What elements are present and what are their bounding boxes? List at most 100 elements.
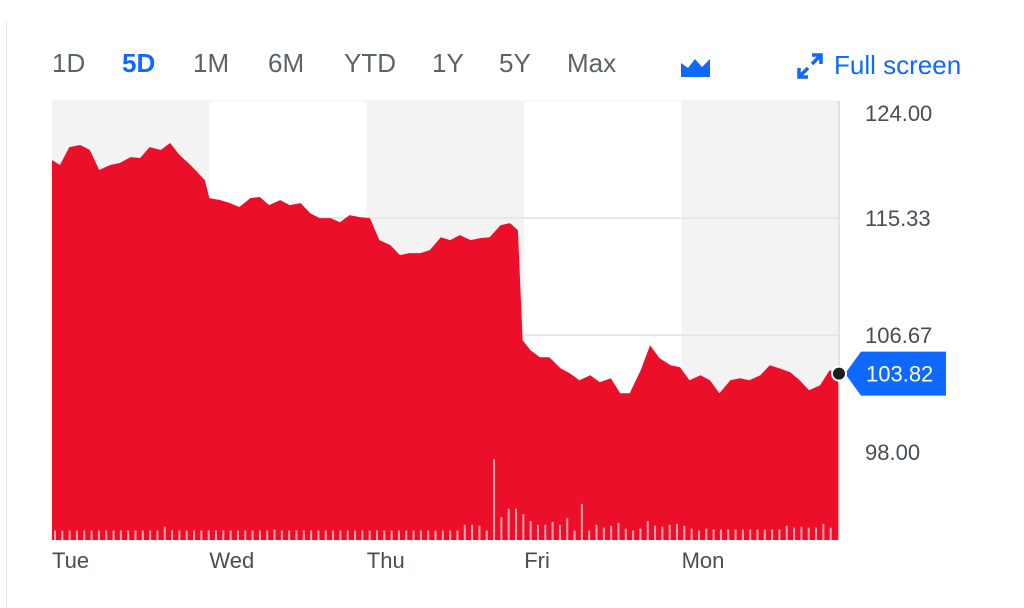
volume-bar [427, 530, 430, 540]
x-tick-label: Tue [52, 548, 89, 573]
volume-bar [734, 529, 737, 540]
volume-bar [83, 530, 86, 540]
volume-bar [800, 526, 803, 540]
area-chart-icon[interactable] [680, 55, 712, 79]
range-1m[interactable]: 1M [193, 48, 230, 78]
volume-bar [383, 530, 386, 540]
volume-bar [251, 530, 254, 540]
fullscreen-button[interactable]: Full screen [796, 50, 961, 81]
volume-bar [705, 528, 708, 540]
volume-bar [551, 521, 554, 540]
volume-bar [134, 530, 137, 540]
volume-bar [207, 530, 210, 540]
range-1y[interactable]: 1Y [432, 48, 464, 78]
volume-bar [478, 525, 481, 540]
volume-bar [61, 530, 64, 540]
volume-bar [368, 530, 371, 540]
volume-bar [171, 530, 174, 540]
expand-arrows-icon [797, 52, 823, 79]
volume-bar [222, 530, 225, 540]
y-tick-label: 106.67 [865, 323, 932, 348]
range-5y[interactable]: 5Y [499, 48, 531, 78]
volume-bar [54, 530, 56, 540]
left-border [6, 22, 7, 608]
volume-bar [829, 527, 832, 540]
volume-bar [602, 527, 605, 540]
volume-bar [68, 530, 71, 540]
volume-bar [193, 530, 196, 540]
volume-bar [317, 530, 320, 540]
volume-bar [405, 530, 408, 540]
volume-bar [156, 530, 159, 540]
volume-bar [302, 530, 305, 540]
volume-bar [463, 524, 466, 540]
volume-bar [141, 530, 144, 540]
volume-bar [610, 525, 613, 540]
range-max[interactable]: Max [567, 48, 617, 78]
range-ytd[interactable]: YTD [344, 48, 396, 78]
volume-bar [273, 529, 276, 540]
volume-bar [573, 530, 576, 540]
volume-bar [515, 508, 518, 540]
volume-bar [449, 530, 452, 540]
volume-bar [595, 524, 598, 540]
volume-bar [339, 530, 342, 540]
x-tick-label: Wed [209, 548, 254, 573]
volume-bar [244, 530, 247, 540]
volume-bar [500, 517, 503, 540]
volume-bar [588, 530, 591, 540]
volume-bar [112, 530, 115, 540]
volume-bar [807, 527, 810, 540]
volume-bar [346, 530, 349, 540]
volume-bar [727, 529, 730, 540]
volume-bar [815, 527, 818, 540]
volume-bar [178, 530, 181, 540]
volume-bar [785, 525, 788, 540]
range-5d[interactable]: 5D [122, 48, 156, 78]
volume-bar [441, 530, 444, 540]
volume-bar [354, 530, 357, 540]
volume-bar [419, 530, 422, 540]
x-tick-label: Fri [524, 548, 550, 573]
price-area [52, 143, 839, 540]
volume-bar [214, 530, 217, 540]
volume-bar [793, 527, 796, 540]
last-price-label: 103.82 [866, 362, 933, 387]
volume-bar [119, 530, 122, 540]
range-6m[interactable]: 6M [268, 48, 305, 78]
volume-bar [668, 524, 671, 540]
volume-bar [493, 459, 496, 540]
last-price-dot [831, 365, 847, 382]
volume-bar [75, 530, 78, 540]
range-1d[interactable]: 1D [52, 48, 86, 78]
volume-bar [456, 530, 459, 540]
volume-bar [390, 530, 393, 540]
volume-bar [544, 524, 547, 540]
volume-bar [200, 530, 203, 540]
volume-bar [558, 524, 561, 540]
volume-bar [624, 528, 627, 540]
volume-bar [566, 518, 569, 540]
volume-bar [632, 530, 635, 540]
volume-bar [485, 530, 488, 540]
volume-bar [471, 524, 474, 540]
y-tick-label: 98.00 [865, 440, 920, 465]
volume-bar [332, 530, 335, 540]
volume-bar [375, 530, 378, 540]
volume-bar [778, 529, 781, 540]
volume-bar [266, 530, 269, 540]
volume-bar [288, 530, 291, 540]
volume-bar [434, 530, 437, 540]
volume-bar [324, 530, 327, 540]
volume-bar [397, 530, 400, 540]
volume-bar [280, 530, 283, 540]
volume-bar [654, 525, 657, 540]
volume-bar [522, 514, 525, 540]
last-price-badge [845, 351, 946, 396]
volume-bar [741, 529, 744, 540]
volume-bar [90, 530, 93, 540]
volume-bar [236, 530, 239, 540]
volume-bar [163, 526, 166, 540]
x-tick-label: Thu [367, 548, 405, 573]
